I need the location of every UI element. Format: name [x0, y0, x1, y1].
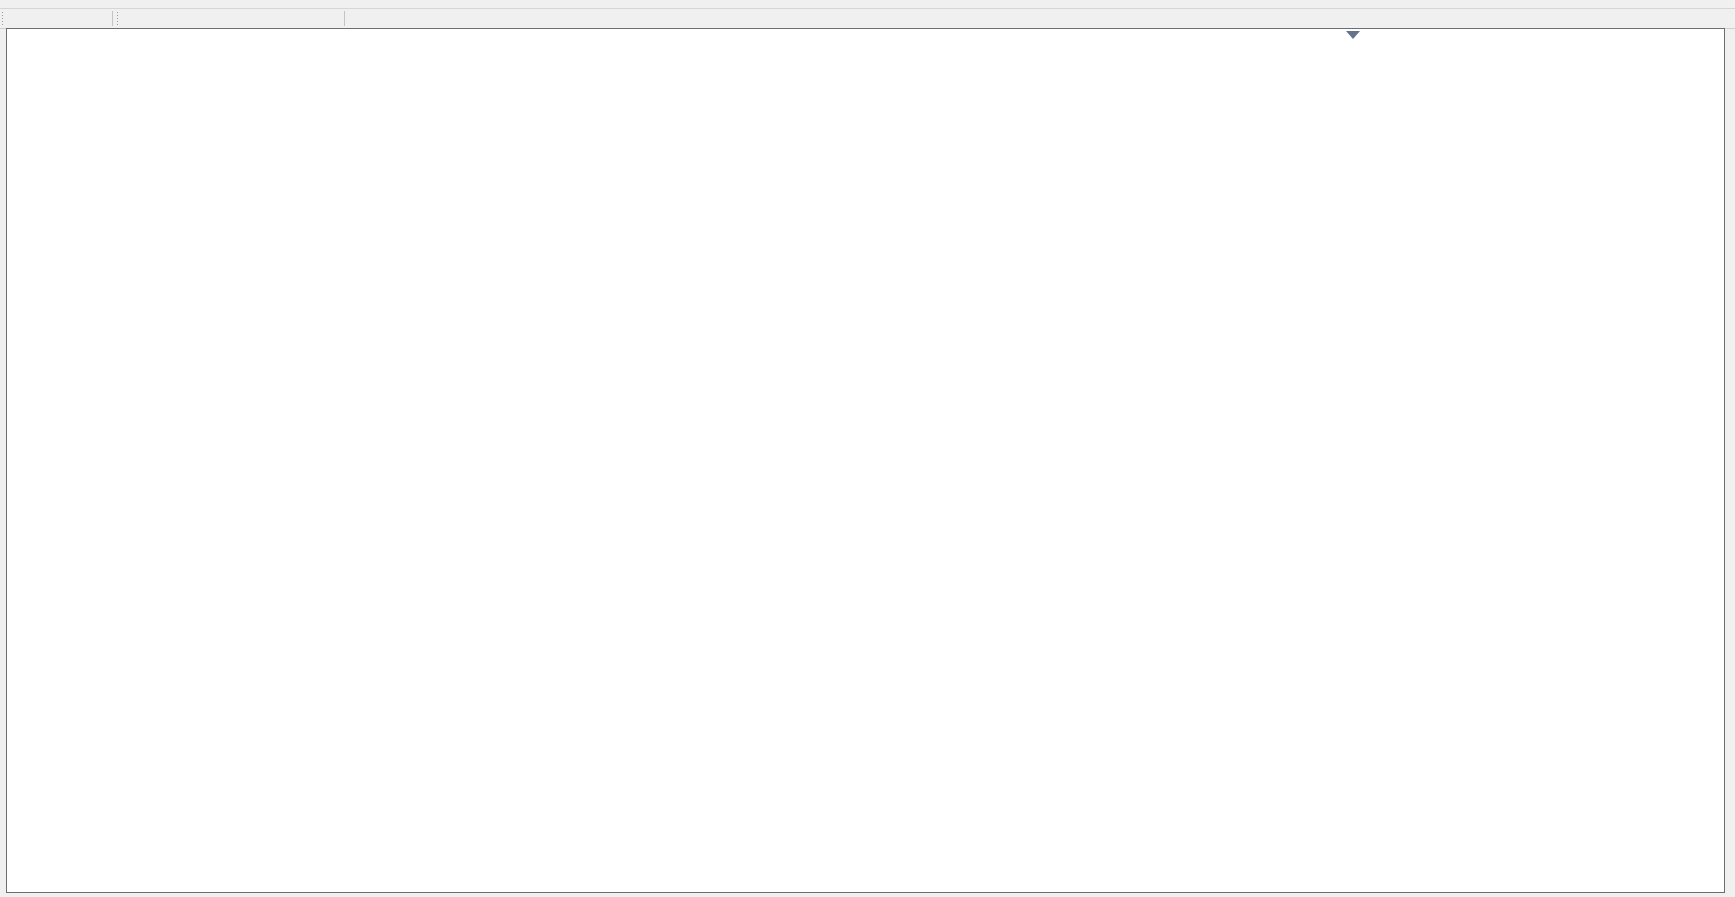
chart-window[interactable]: [6, 28, 1725, 893]
scroll-to-end-marker-icon[interactable]: [1346, 31, 1360, 39]
clipped-toolbar-row: [0, 0, 1735, 9]
toolbar-drag-handle[interactable]: [1, 12, 5, 25]
toolbar-separator: [344, 11, 345, 26]
rsi-indicator-label: [12, 750, 15, 762]
toolbar-separator: [112, 11, 113, 26]
macd-indicator-label: [12, 620, 15, 632]
timeframe-toolbar-drag-handle[interactable]: [116, 12, 120, 25]
symbol-header: [12, 34, 22, 46]
